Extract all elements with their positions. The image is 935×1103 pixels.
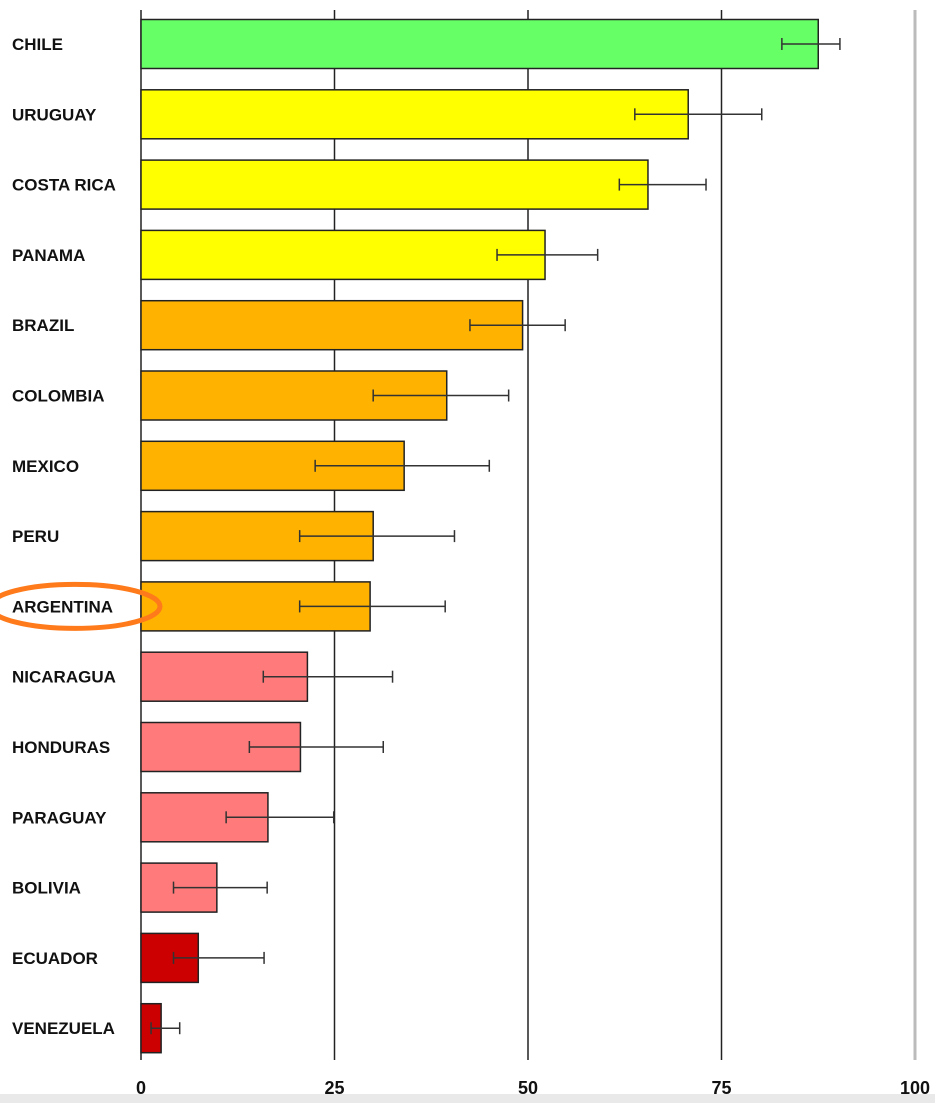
category-label-nicaragua: NICARAGUA [12, 668, 116, 687]
category-label-peru: PERU [12, 527, 59, 546]
bar-uruguay [140, 89, 689, 140]
category-label-argentina: ARGENTINA [12, 597, 113, 616]
x-tick-label: 50 [518, 1078, 538, 1098]
x-tick-label: 100 [900, 1078, 930, 1098]
bar-panama [140, 229, 546, 281]
category-label-panama: PANAMA [12, 246, 85, 265]
category-label-honduras: HONDURAS [12, 738, 110, 757]
bar-costa-rica [140, 159, 649, 210]
category-labels: CHILE URUGUAY COSTA RICA PANAMA BRAZIL COLOMB… [12, 35, 116, 1038]
category-label-bolivia: BOLIVIA [12, 879, 81, 898]
category-label-costa-rica: COSTA RICA [12, 176, 116, 195]
highlight-ellipse [0, 581, 163, 631]
bar-brazil [140, 299, 524, 351]
bars [140, 18, 819, 1054]
x-axis-ticks: 0 25 50 75 100 [136, 1078, 930, 1098]
bottom-band [0, 1094, 935, 1103]
highlight-layer [0, 581, 163, 631]
x-tick-label: 75 [711, 1078, 731, 1098]
category-label-paraguay: PARAGUAY [12, 808, 107, 827]
x-tick-label: 25 [324, 1078, 344, 1098]
category-label-venezuela: VENEZUELA [12, 1019, 115, 1038]
category-label-chile: CHILE [12, 35, 63, 54]
error-bars [150, 38, 841, 1035]
x-tick-label: 0 [136, 1078, 146, 1098]
category-label-mexico: MEXICO [12, 457, 79, 476]
category-label-ecuador: ECUADOR [12, 949, 98, 968]
category-label-uruguay: URUGUAY [12, 105, 97, 124]
category-label-colombia: COLOMBIA [12, 387, 105, 406]
bar-chile [140, 18, 819, 70]
category-label-brazil: BRAZIL [12, 316, 74, 335]
